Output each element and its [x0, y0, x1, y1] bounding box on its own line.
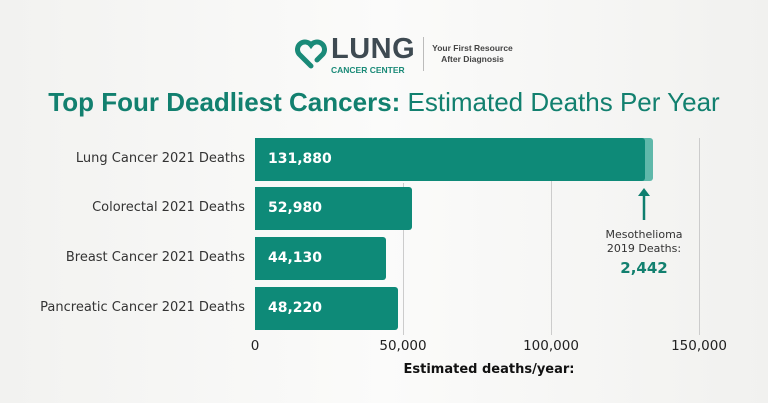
- mesothelioma-bar: [641, 138, 653, 181]
- x-tick-label: 0: [250, 338, 260, 354]
- gridline: [403, 183, 404, 335]
- logo-word: LUNG: [331, 32, 416, 65]
- title-rest: Estimated Deaths Per Year: [400, 87, 720, 117]
- bar: [255, 187, 412, 230]
- category-label: Colorectal 2021 Deaths: [92, 200, 245, 215]
- category-label: Pancreatic Cancer 2021 Deaths: [40, 300, 245, 315]
- bar: [255, 237, 386, 280]
- gridline: [699, 138, 700, 335]
- logo-tagline: Your First Resource After Diagnosis: [432, 43, 513, 65]
- x-tick-label: 50,000: [379, 338, 427, 354]
- annotation-value: 2,442: [620, 259, 668, 277]
- bar: [255, 287, 398, 330]
- arrow-up-icon: [638, 188, 650, 220]
- bar-value-label: 44,130: [268, 250, 323, 266]
- logo-divider: [423, 37, 425, 71]
- category-label: Lung Cancer 2021 Deaths: [75, 151, 245, 166]
- logo-sub: CANCER CENTER: [331, 64, 405, 75]
- title-bold: Top Four Deadliest Cancers:: [48, 87, 401, 117]
- bar-value-label: 48,220: [268, 300, 323, 316]
- gridline: [551, 138, 552, 335]
- category-label: Breast Cancer 2021 Deaths: [65, 250, 245, 265]
- heart-logo-icon: [295, 39, 327, 69]
- annotation-line2: 2019 Deaths:: [606, 242, 682, 255]
- bar: [255, 138, 646, 181]
- bar-value-label: 52,980: [268, 200, 323, 216]
- x-axis-label: Estimated deaths/year:: [403, 362, 575, 377]
- bar-value-label: 131,880: [268, 151, 332, 167]
- tagline-1: Your First Resource: [432, 43, 513, 53]
- mesothelioma-annotation: Mesothelioma 2019 Deaths: 2,442: [594, 228, 694, 277]
- logo: LUNG CANCER CENTER Your First Resource A…: [294, 32, 513, 75]
- annotation-line1: Mesothelioma: [605, 228, 683, 241]
- tagline-2: After Diagnosis: [441, 54, 504, 64]
- page-title: Top Four Deadliest Cancers: Estimated De…: [0, 86, 768, 118]
- x-tick-label: 100,000: [523, 338, 579, 354]
- x-tick-label: 150,000: [671, 338, 727, 354]
